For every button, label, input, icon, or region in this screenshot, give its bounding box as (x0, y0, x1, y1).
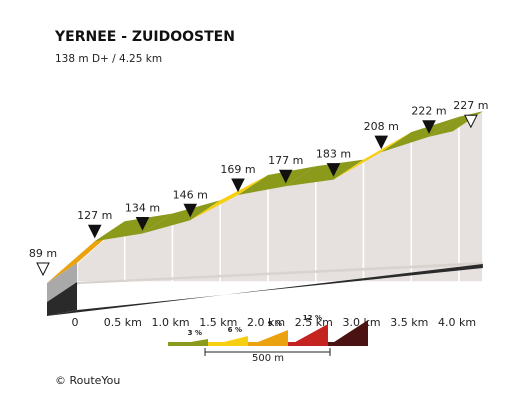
profile-segment-2 (142, 200, 221, 234)
side-panel-8 (458, 110, 484, 283)
x-tick-label-4: 2.0 km (247, 316, 285, 329)
elevation-label-9: 227 m (453, 99, 488, 112)
legend-label-2: 9 % (268, 320, 282, 328)
profile-base-edge (47, 282, 77, 316)
legend-swatch-bar-1 (208, 342, 248, 346)
elevation-label-2: 134 m (125, 202, 160, 215)
legend-swatch-bar-4 (328, 342, 368, 346)
x-tick-label-7: 3.5 km (390, 316, 428, 329)
elevation-marker-7 (374, 135, 389, 150)
legend-swatch-4 (328, 320, 368, 346)
elevation-marker-9 (464, 114, 478, 129)
x-tick-label-0: 0 (72, 316, 79, 329)
legend-swatch-bar-3 (288, 342, 328, 346)
elevation-label-0: 89 m (29, 247, 57, 260)
profile-segment-6 (333, 132, 412, 180)
profile-start-face (47, 263, 77, 302)
scale-bar-label: 500 m (252, 353, 284, 364)
elevation-label-7: 208 m (364, 120, 399, 133)
profile-top-faces (47, 111, 483, 283)
elevation-label-3: 146 m (173, 188, 208, 201)
chart-subtitle: 138 m D+ / 4.25 km (55, 53, 162, 65)
profile-base-slab (47, 262, 483, 302)
elevation-label-6: 183 m (316, 148, 351, 161)
x-axis-ticks: 0 0.5 km 1.0 km 1.5 km 2.0 km 2.5 km 3.0 km 3.5… (72, 316, 477, 329)
profile-segment-5 (285, 159, 364, 187)
x-tick-label-2: 1.0 km (151, 316, 189, 329)
elevation-marker-6 (326, 163, 341, 177)
legend-label-0: 3 % (188, 329, 202, 337)
profile-segment-7 (381, 116, 459, 153)
elevation-label-5: 177 m (268, 154, 303, 167)
elevation-marker-3 (183, 203, 198, 218)
legend-label-1: 6 % (228, 326, 242, 334)
profile-segment-1 (94, 213, 173, 242)
profile-base-bottom (47, 264, 483, 316)
x-tick-label-3: 1.5 km (199, 316, 237, 329)
legend-swatch-bar-0 (168, 342, 208, 346)
credit-text: © RouteYou (55, 374, 120, 387)
elevation-marker-2 (135, 217, 150, 231)
elevation-label-1: 127 m (77, 209, 112, 222)
elevation-label-4: 169 m (220, 163, 255, 176)
side-panel-7 (410, 115, 460, 283)
x-tick-label-5: 2.5 km (295, 316, 333, 329)
profile-segment-3 (190, 175, 268, 221)
elevation-label-8: 222 m (411, 105, 446, 118)
legend-swatch-bar-2 (248, 342, 288, 346)
x-tick-label-8: 4.0 km (438, 316, 476, 329)
gradient-legend: 3 % 6 % 9 % 12 % (168, 314, 368, 346)
side-panel-6 (362, 130, 412, 283)
legend-label-3: 12 % (303, 314, 322, 322)
elevation-marker-8 (422, 120, 436, 134)
profile-segment-4 (238, 166, 316, 195)
x-tick-label-6: 3.0 km (342, 316, 380, 329)
elevation-marker-0 (36, 262, 50, 277)
profile-base (47, 262, 483, 316)
elevation-marker-1 (87, 224, 102, 239)
chart-title: YERNEE - ZUIDOOSTEN (54, 29, 235, 45)
x-tick-label-1: 0.5 km (104, 316, 142, 329)
elevation-markers: 89 m 127 m 134 m 146 m 169 m 177 m 183 m 208 m 2… (29, 99, 488, 277)
elevation-marker-4 (231, 178, 245, 193)
legend-swatch-3 (288, 324, 328, 346)
elevation-marker-5 (278, 169, 293, 184)
